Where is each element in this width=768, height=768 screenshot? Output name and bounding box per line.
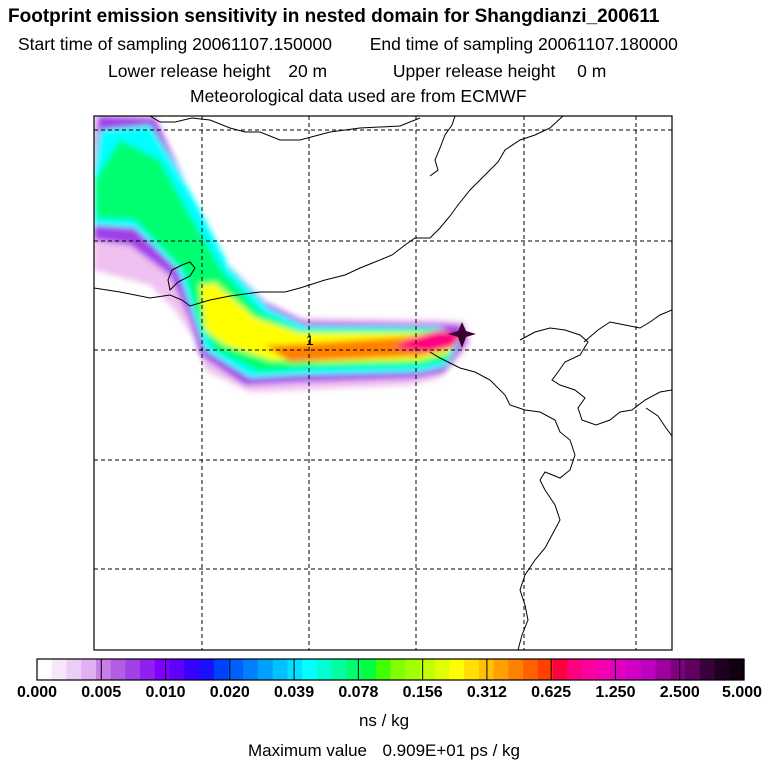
colorbar-cell <box>184 659 200 680</box>
lower-height-value: 20 m <box>288 61 328 81</box>
colorbar-cell <box>714 659 730 680</box>
colorbar-cell <box>449 659 465 680</box>
release-height-line: Lower release height 20 m Upper release … <box>108 61 606 82</box>
colorbar-tick-label: 0.156 <box>402 684 443 701</box>
colorbar-cell <box>287 659 303 680</box>
plume-band-cyan <box>94 125 462 378</box>
colorbar-units: ns / kg <box>358 711 410 730</box>
colorbar-cell <box>405 659 421 680</box>
colorbar-tick-label: 0.625 <box>531 684 572 701</box>
colorbar-cell <box>552 659 568 680</box>
colorbar-cell <box>125 659 141 680</box>
plume-halo <box>94 116 470 392</box>
colorbar-cell <box>81 659 97 680</box>
colorbar-tick-label: 0.005 <box>81 684 122 701</box>
start-time-label: Start time of sampling <box>18 34 188 54</box>
colorbar-cell <box>567 659 583 680</box>
plume-core-magenta <box>395 330 462 352</box>
sampling-time-line: Start time of sampling 20061107.150000 E… <box>18 34 678 55</box>
colorbar-cell <box>272 659 288 680</box>
colorbar-cell <box>537 659 554 680</box>
colorbar-cell <box>670 659 686 680</box>
colorbar-cell <box>508 659 524 680</box>
colorbar-cell <box>596 659 613 680</box>
colorbar-cell <box>66 659 82 680</box>
colorbar-cell <box>228 659 244 680</box>
colorbar-cell <box>434 659 451 680</box>
colorbar-cell <box>493 659 509 680</box>
end-time-value: 20061107.180000 <box>537 34 678 54</box>
station-label-mark: 1 <box>306 332 314 348</box>
colorbar-cell <box>655 659 671 680</box>
end-time-label: End time of sampling <box>369 34 534 54</box>
colorbar-cell <box>51 659 68 680</box>
colorbar-cell <box>199 659 215 680</box>
colorbar-cell <box>169 659 185 680</box>
colorbar-cell <box>685 659 701 680</box>
upper-height-value: 0 m <box>577 61 607 81</box>
colorbar-cell <box>390 659 406 680</box>
colorbar-tick-label: 5.000 <box>721 684 763 701</box>
colorbar-cells <box>37 659 745 680</box>
colorbar-tick-label: 0.039 <box>274 684 315 701</box>
colorbar-tick-label: 0.010 <box>145 684 186 701</box>
colorbar-cell <box>346 659 362 680</box>
colorbar-cell <box>611 659 627 680</box>
colorbar-cell <box>213 659 230 680</box>
maximum-value-line: Maximum value 0.909E+01 ps / kg <box>0 741 768 761</box>
colorbar-cell <box>523 659 539 680</box>
colorbar-cell <box>626 659 642 680</box>
colorbar-cell <box>361 659 377 680</box>
colorbar-cell <box>154 659 171 680</box>
colorbar-cell <box>140 659 156 680</box>
coastlines <box>94 116 672 650</box>
colorbar-cell <box>243 659 259 680</box>
colorbar-tick-label: 0.312 <box>466 684 507 701</box>
colorbar-tick-label: 0.000 <box>16 684 58 701</box>
colorbar-cell <box>729 659 745 680</box>
max-value: 0.909E+01 ps / kg <box>382 741 521 760</box>
map-title: Footprint emission sensitivity in nested… <box>8 6 660 27</box>
colorbar-cell <box>419 659 436 680</box>
upper-height-label: Upper release height <box>392 61 556 81</box>
colorbar-cell <box>95 659 112 680</box>
colorbar-tick-label: 1.250 <box>595 684 636 701</box>
colorbar-cell <box>699 659 716 680</box>
start-time-value: 20061107.150000 <box>192 34 332 54</box>
receptor-star-icon <box>448 322 476 348</box>
map-frame <box>93 115 673 651</box>
colorbar-cell <box>110 659 126 680</box>
lower-height-label: Lower release height <box>108 61 271 81</box>
colorbar-cell <box>375 659 392 680</box>
colorbar-cell <box>316 659 333 680</box>
colorbar-cell <box>37 659 53 680</box>
graticule <box>94 116 672 650</box>
colorbar-tick-label: 0.078 <box>338 684 379 701</box>
colorbar-tick-lines <box>36 659 745 680</box>
plume-layer <box>94 116 476 392</box>
colorbar-cell <box>302 659 318 680</box>
colorbar-tick-label: 2.500 <box>659 684 700 701</box>
colorbar-cell <box>464 659 480 680</box>
colorbar-cell <box>257 659 274 680</box>
colorbar-cell <box>640 659 657 680</box>
max-value-label: Maximum value <box>247 741 368 760</box>
colorbar-tick-label: 0.020 <box>209 684 250 701</box>
colorbar-cell <box>331 659 347 680</box>
colorbar-cell <box>581 659 598 680</box>
met-data-line: Meteorological data used are from ECMWF <box>190 86 527 106</box>
